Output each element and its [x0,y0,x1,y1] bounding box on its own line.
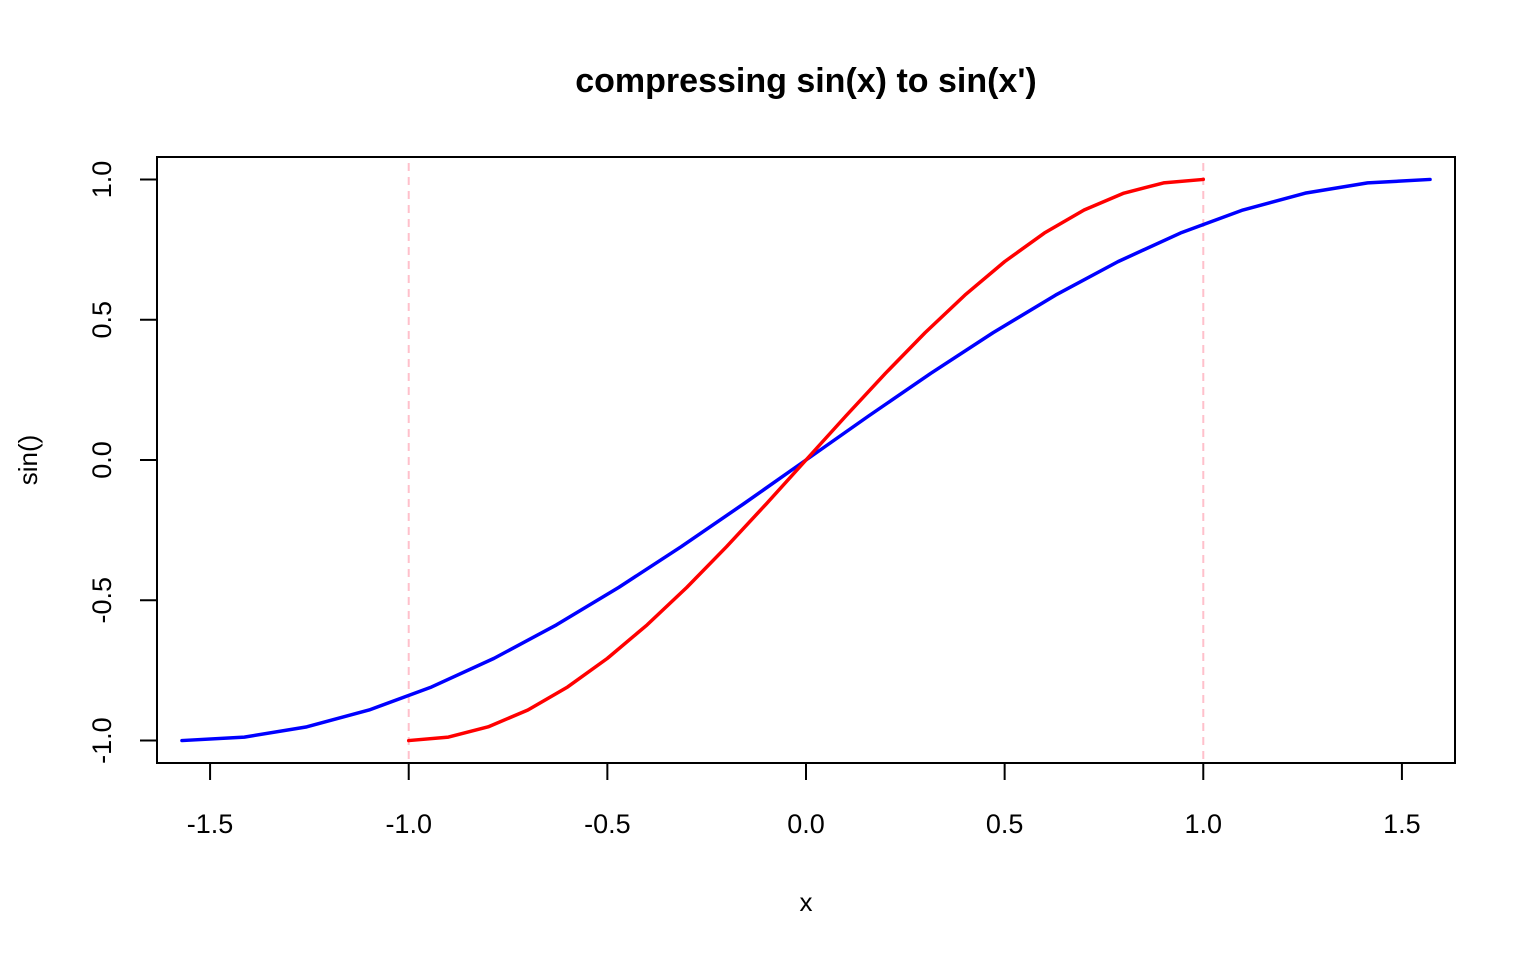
x-tick-label: 1.5 [1383,809,1421,839]
x-tick-label: 1.0 [1185,809,1223,839]
y-tick-label: 1.0 [87,161,117,199]
x-tick-label: 0.5 [986,809,1024,839]
y-tick-label: -1.0 [87,717,117,764]
x-axis-label: x [800,887,813,917]
y-axis: -1.0 -0.5 0.0 0.5 1.0 [87,161,158,764]
x-axis: -1.5 -1.0 -0.5 0.0 0.5 1.0 1.5 [187,762,1421,839]
x-tick-label: -1.5 [187,809,234,839]
y-tick-label: 0.5 [87,301,117,339]
x-tick-label: 0.0 [787,809,825,839]
reference-lines [407,163,1205,763]
chart-title: compressing sin(x) to sin(x') [575,62,1037,100]
series-layer [180,177,1432,743]
x-tick-label: -0.5 [584,809,631,839]
y-axis-label: sin() [13,435,43,486]
series-line-2 [406,177,1206,743]
y-tick-label: 0.0 [87,441,117,479]
x-tick-label: -1.0 [385,809,432,839]
y-tick-label: -0.5 [87,577,117,624]
